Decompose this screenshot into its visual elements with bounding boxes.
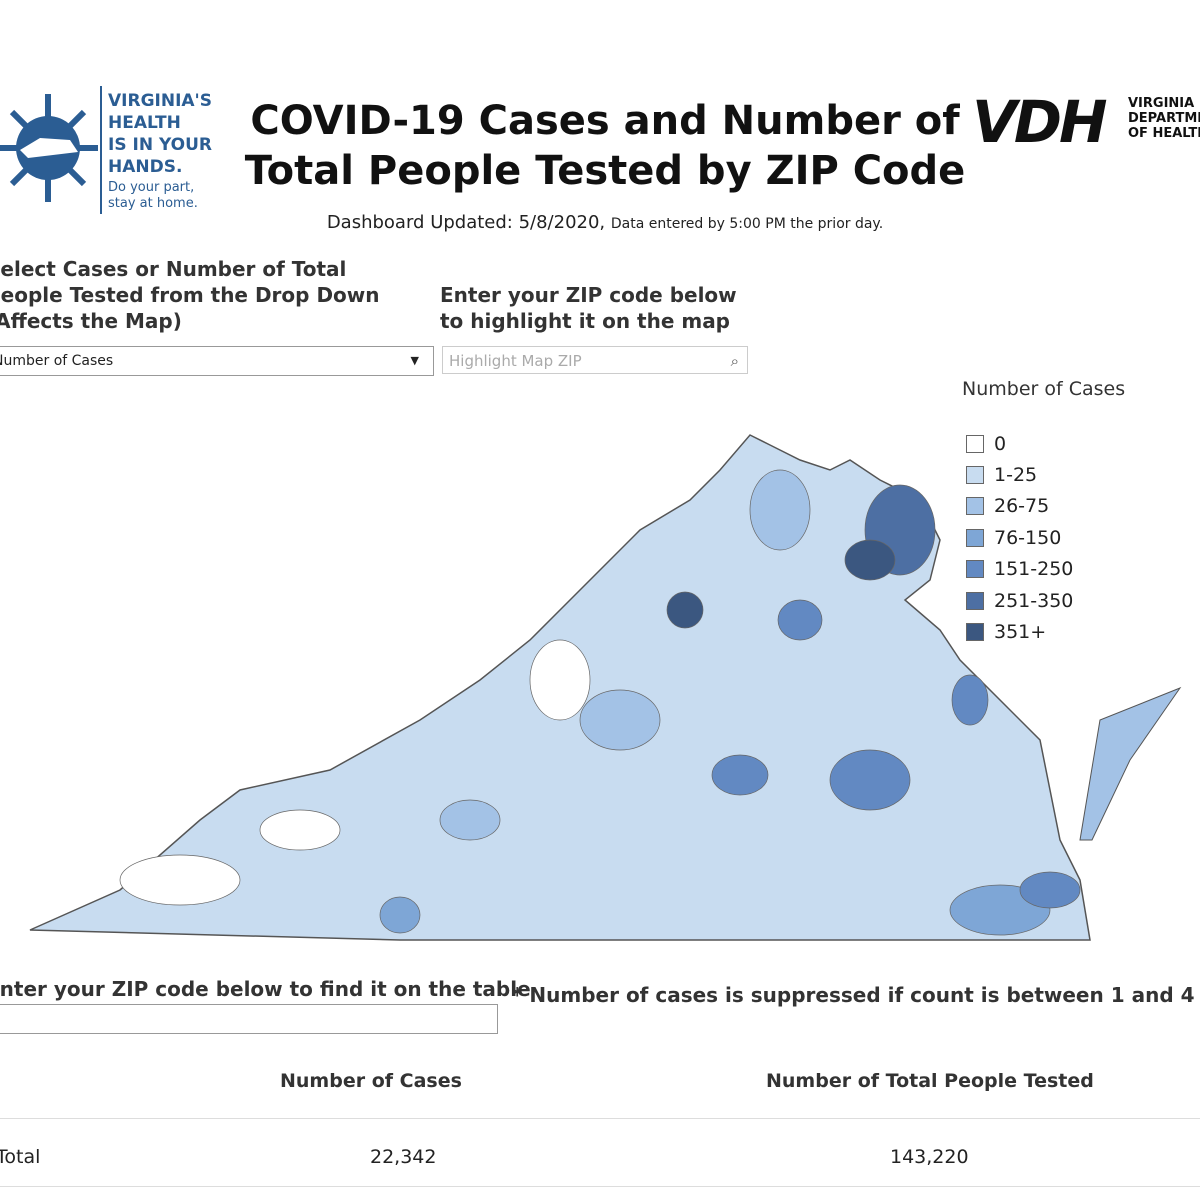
measure-label-line: People Tested from the Drop Down — [0, 283, 380, 307]
table-cell: Total — [0, 1146, 41, 1168]
updated-note: Data entered by 5:00 PM the prior day. — [610, 216, 884, 232]
logo-text: VIRGINIA'S HEALTH IS IN YOUR HANDS. — [108, 90, 212, 178]
legend-label: 251-350 — [994, 589, 1074, 612]
legend-item: 251-350 — [966, 585, 1073, 616]
legend-swatch — [966, 466, 984, 485]
zip-areas — [119, 469, 1081, 936]
table-header: Number of Total People Tested — [766, 1070, 1094, 1092]
measure-dropdown[interactable]: Number of Cases ▼ — [0, 346, 434, 376]
table-row-border — [0, 1186, 1200, 1187]
updated: Dashboard Updated: 5/8/2020, Data entere… — [240, 212, 970, 233]
table-header-row — [0, 1050, 1200, 1119]
legend-item: 351+ — [966, 616, 1073, 647]
title: COVID-19 Cases and Number of Total People… — [240, 96, 970, 196]
zip-label: Enter your ZIP code below to highlight it… — [440, 282, 737, 334]
tagline-line: Do your part, — [108, 180, 195, 195]
legend-swatch — [966, 528, 984, 547]
virus-logo — [0, 94, 98, 202]
dropdown-arrow: ▼ — [410, 354, 419, 367]
vdh-line: OF HEALTH — [1128, 126, 1200, 141]
title-line: Total People Tested by ZIP Code — [244, 148, 966, 194]
legend-item: 26-75 — [966, 491, 1073, 522]
legend-swatch — [966, 497, 984, 516]
virginia-map — [29, 434, 1182, 941]
legend-item: 76-150 — [966, 522, 1073, 553]
zip-label-line: Enter your ZIP code below — [440, 283, 737, 307]
zip-label-line: to highlight it on the map — [440, 309, 730, 333]
tagline-line: stay at home. — [108, 196, 198, 211]
vdh-line: DEPARTMENT — [1128, 111, 1200, 126]
legend-item: 1-25 — [966, 459, 1073, 490]
measure-label: Select Cases or Number of Total People Te… — [0, 256, 380, 334]
search-icon: ⌕ — [730, 352, 739, 370]
legend-label: 26-75 — [994, 495, 1050, 518]
vdh-mark: VDH — [972, 88, 1108, 156]
legend-swatch — [966, 591, 984, 610]
title-line: COVID-19 Cases and Number of — [250, 98, 960, 144]
table-cell: 143,220 — [890, 1146, 969, 1168]
suppression-note: * Number of cases is suppressed if count… — [512, 983, 1195, 1007]
updated-date: Dashboard Updated: 5/8/2020, — [326, 212, 606, 233]
logo-tagline: Do your part, stay at home. — [108, 180, 198, 212]
zip-input[interactable]: Highlight Map ZIP ⌕ — [442, 346, 748, 374]
legend-swatch — [966, 623, 984, 642]
table-search-label: Enter your ZIP code below to find it on … — [0, 977, 531, 1001]
legend-swatch — [966, 434, 984, 453]
vdh-line: VIRGINIA — [1128, 96, 1195, 111]
logo-line: VIRGINIA'S — [108, 91, 213, 111]
legend-label: 351+ — [994, 621, 1047, 644]
logo-divider — [100, 86, 102, 214]
measure-label-line: (Affects the Map) — [0, 309, 182, 333]
legend-label: 76-150 — [994, 526, 1062, 549]
table-search-input[interactable] — [0, 1004, 498, 1034]
measure-value: Number of Cases — [0, 353, 114, 369]
logo-line: IS IN YOUR — [108, 135, 213, 155]
measure-label-line: Select Cases or Number of Total — [0, 257, 347, 281]
vdh-text: VIRGINIADEPARTMENTOF HEALTH — [1128, 96, 1200, 141]
legend-item: 0 — [966, 428, 1073, 459]
logo-line: HEALTH — [108, 113, 181, 133]
logo-line: HANDS. — [108, 157, 183, 177]
legend-label: 151-250 — [994, 558, 1074, 581]
zip-placeholder: Highlight Map ZIP — [449, 352, 582, 370]
legend-label: 1-25 — [994, 464, 1038, 487]
legend: 0 1-25 26-75 76-150 151-250 251-350 351+ — [966, 428, 1073, 648]
legend-title: Number of Cases — [962, 378, 1126, 400]
legend-item: 151-250 — [966, 554, 1073, 585]
legend-swatch — [966, 560, 984, 579]
legend-label: 0 — [994, 432, 1007, 455]
table-header: Number of Cases — [280, 1070, 462, 1092]
eastern-shore — [1079, 686, 1182, 841]
table-cell: 22,342 — [370, 1146, 437, 1168]
